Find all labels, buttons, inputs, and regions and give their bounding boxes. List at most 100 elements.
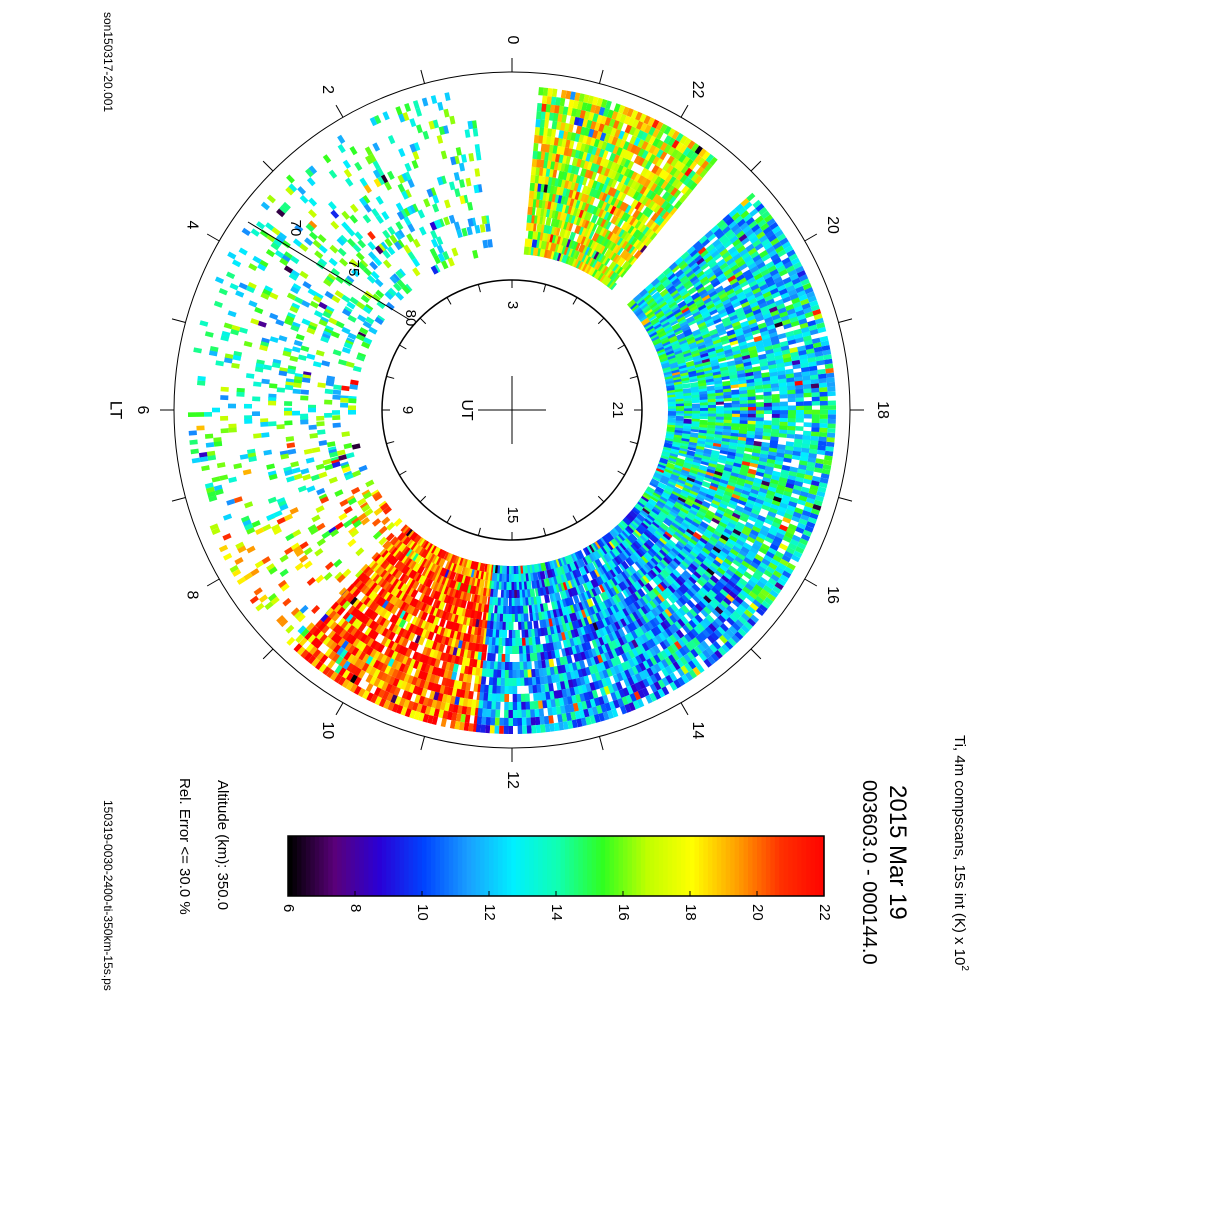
heatmap-cell [748,532,758,540]
heatmap-cell [385,583,394,593]
heatmap-cell [617,663,625,673]
heatmap-cell [612,603,621,613]
heatmap-cell [339,628,348,639]
heatmap-cell [598,627,606,637]
heatmap-cell [608,596,617,606]
heatmap-cell [365,479,375,488]
heatmap-cell [728,335,738,343]
heatmap-cell [771,313,781,321]
heatmap-cell [461,705,468,715]
heatmap-cell [800,486,810,494]
heatmap-cell [648,523,658,533]
heatmap-cell [498,645,504,654]
heatmap-cell [349,596,359,606]
heatmap-cell [640,624,649,634]
heatmap-cell [723,402,732,408]
heatmap-cell [623,624,632,634]
heatmap-cell [678,607,687,617]
heatmap-cell [417,610,426,620]
heatmap-cell [700,503,710,512]
heatmap-cell [384,563,394,573]
heatmap-cell [741,324,751,331]
heatmap-cell [669,614,678,624]
heatmap-cell [378,557,387,567]
heatmap-cell [752,598,762,608]
heatmap-cell [676,658,685,668]
heatmap-cell [656,562,666,572]
heatmap-cell [299,604,309,614]
heatmap-cell [501,661,507,670]
heatmap-cell [377,643,385,654]
heatmap-cell [319,496,330,504]
heatmap-cell [799,537,809,546]
heatmap-cell [414,626,422,636]
heatmap-cell [312,628,322,638]
heatmap-cell [758,486,769,494]
heatmap-cell [678,647,687,657]
heatmap-cell [697,539,707,548]
heatmap-cell [495,701,501,710]
heatmap-cell [759,561,769,570]
heatmap-cell [571,719,578,729]
heatmap-cell [635,526,645,535]
heatmap-cell [637,635,646,645]
heatmap-cell [741,528,751,537]
heatmap-cell [675,609,684,619]
heatmap-cell [246,527,256,535]
heatmap-cell [617,619,625,629]
heatmap-cell [481,716,487,725]
heatmap-cell [614,647,622,657]
heatmap-cell [598,712,606,722]
heatmap-cell [811,418,820,424]
heatmap-cell [679,549,689,559]
heatmap-cell [330,671,339,681]
heatmap-cell [488,685,494,694]
heatmap-cell [754,595,765,605]
heatmap-cell [385,683,393,693]
heatmap-cell [769,524,780,533]
heatmap-cell [637,546,647,556]
heatmap-cell [827,386,836,392]
heatmap-cell [719,588,729,598]
heatmap-cell [394,598,403,608]
heatmap-cell [772,570,783,579]
heatmap-cell [643,552,653,562]
heatmap-cell [682,517,692,526]
heatmap-cell [636,598,645,608]
heatmap-cell [696,578,706,587]
heatmap-cell [719,563,729,572]
heatmap-cell [797,498,807,506]
heatmap-cell [818,377,827,384]
heatmap-cell [786,380,795,387]
heatmap-cell [718,536,728,545]
heatmap-cell [670,582,680,591]
heatmap-cell [707,655,716,665]
heatmap-cell [808,452,817,459]
heatmap-cell [400,601,409,611]
heatmap-cell [650,556,660,566]
heatmap-cell [271,523,281,532]
heatmap-cell [581,700,588,710]
heatmap-cell [693,544,703,553]
heatmap-cell [762,584,773,594]
heatmap-cell [825,441,835,448]
heatmap-cell [780,314,790,322]
heatmap-cell [369,666,378,677]
heatmap-cell [589,622,597,632]
heatmap-cell [322,666,331,676]
heatmap-cell [814,350,824,357]
heatmap-cell [743,453,752,460]
heatmap-cell [719,335,729,343]
heatmap-cell [517,725,523,734]
heatmap-cell [594,671,602,681]
heatmap-cell [623,678,631,688]
heatmap-cell [592,621,600,631]
heatmap-cell [376,670,385,680]
heatmap-cell [777,528,787,536]
heatmap-cell [737,535,747,543]
heatmap-cell [753,311,763,319]
heatmap-cell [405,648,413,658]
heatmap-cell [617,543,626,553]
heatmap-cell [620,560,630,570]
heatmap-cell [686,651,696,661]
